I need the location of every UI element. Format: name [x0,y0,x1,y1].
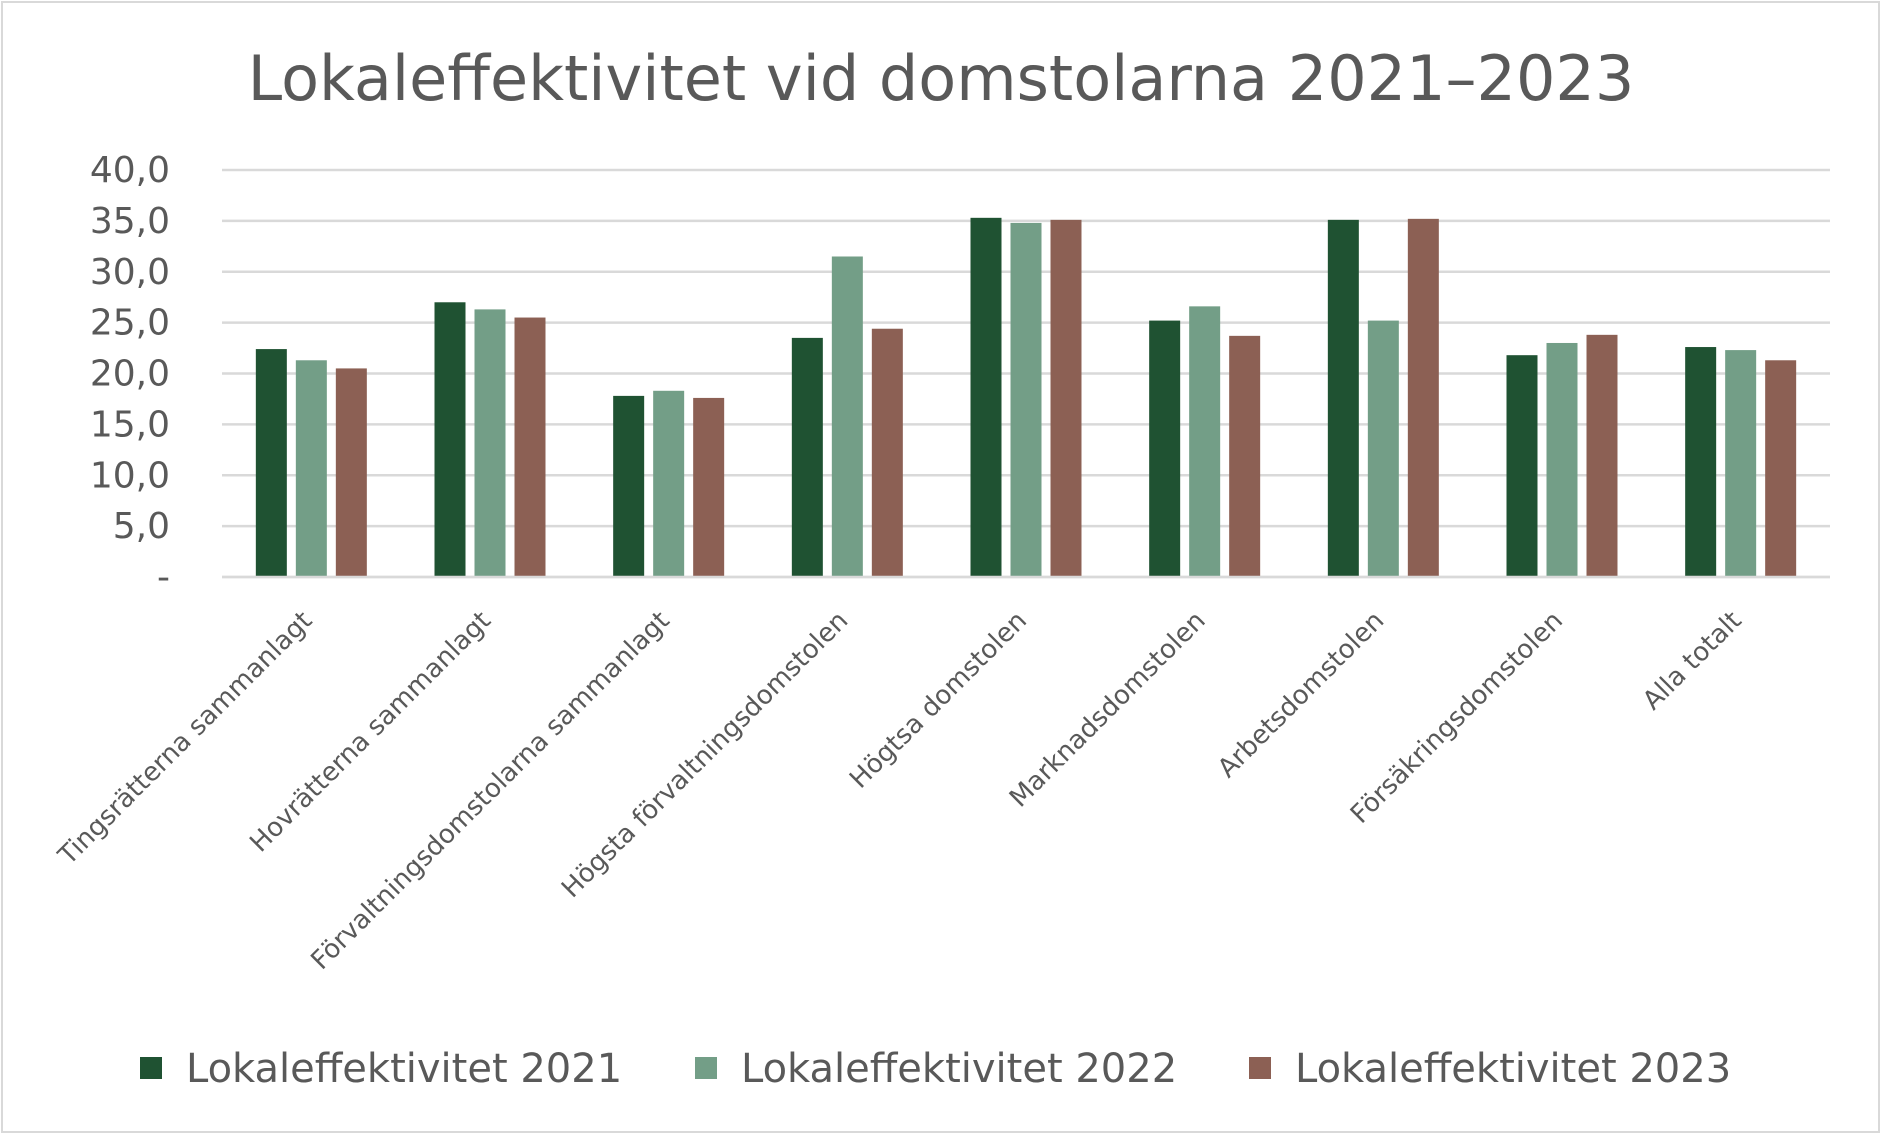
chart-title: Lokaleffektivitet vid domstolarna 2021–2… [248,42,1635,115]
legend: Lokaleffektivitet 2021 Lokaleffektivitet … [140,1046,1731,1092]
bar [1725,350,1757,577]
y-tick-label: - [157,557,170,598]
bar [335,368,367,577]
legend-swatch [140,1057,162,1079]
x-tick-label: Högtsa domstolen [844,606,1033,795]
bar [1506,355,1538,577]
legend-swatch [1249,1057,1271,1079]
x-tick-label: Högsta förvaltningsdomstolen [556,606,854,904]
x-tick-label: Alla totalt [1637,606,1747,716]
y-tick-label: 15,0 [90,404,170,445]
bar [1367,320,1399,577]
bar [693,397,725,577]
y-axis: - 5,0 10,0 15,0 20,0 25,0 30,0 35,0 40,0 [90,150,170,598]
y-tick-label: 5,0 [113,506,170,547]
bar [1765,360,1797,577]
bar [514,317,546,577]
bar [831,256,863,577]
bar [613,395,645,577]
y-tick-label: 25,0 [90,303,170,344]
bar [871,328,903,577]
bar [1229,335,1261,577]
bar [295,360,327,577]
bar [1050,219,1082,578]
legend-label: Lokaleffektivitet 2022 [741,1046,1177,1092]
bar [970,217,1002,577]
y-tick-label: 35,0 [90,201,170,242]
bar [1189,306,1221,577]
legend-swatch [695,1057,717,1079]
legend-entry: Lokaleffektivitet 2021 [140,1046,622,1092]
y-tick-label: 40,0 [90,150,170,191]
bar [1586,334,1618,577]
x-tick-label: Förvaltningsdomstolarna sammanlagt [305,606,675,976]
legend-entry: Lokaleffektivitet 2023 [1249,1046,1731,1092]
y-tick-label: 20,0 [90,354,170,395]
bar [474,309,506,577]
bar [653,390,685,577]
bar [1327,219,1359,578]
x-tick-label: Arbetsdomstolen [1212,606,1390,784]
x-tick-label: Marknadsdomstolen [1004,606,1212,814]
bar [1149,320,1181,577]
x-tick-label: Försäkringsdomstolen [1345,606,1569,830]
legend-label: Lokaleffektivitet 2023 [1295,1046,1731,1092]
bars [255,217,1797,578]
bar [434,302,466,577]
bar [791,337,823,577]
bar [1010,222,1042,577]
bar [1685,347,1717,577]
legend-label: Lokaleffektivitet 2021 [186,1046,622,1092]
y-tick-label: 30,0 [90,252,170,293]
bar [255,349,287,577]
legend-entry: Lokaleffektivitet 2022 [695,1046,1177,1092]
bar [1546,342,1578,577]
bar [1407,218,1439,577]
y-tick-label: 10,0 [90,455,170,496]
